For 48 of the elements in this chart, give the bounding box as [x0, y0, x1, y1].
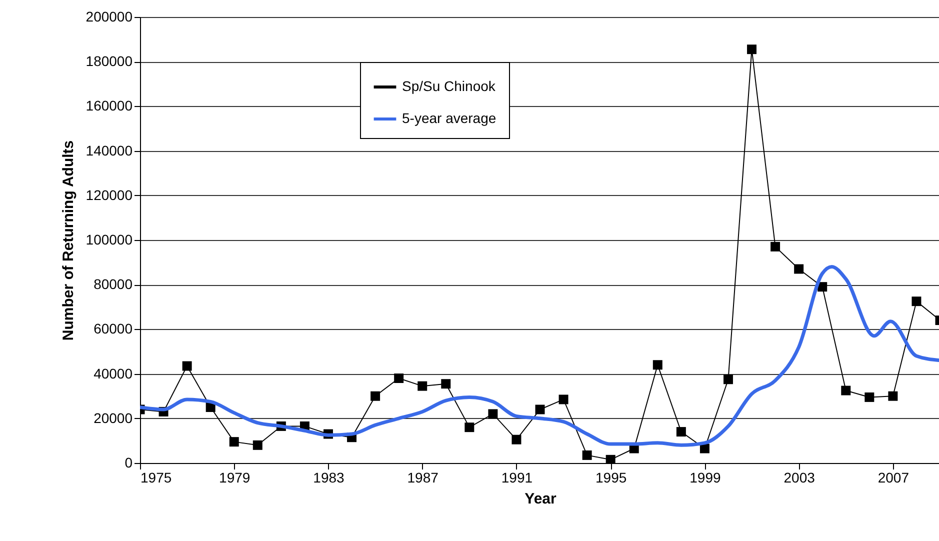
x-tick-label: 1995 [596, 470, 627, 486]
x-tick-label: 1979 [219, 470, 250, 486]
point [182, 361, 192, 371]
point [488, 409, 498, 419]
legend-label: 5-year average [402, 110, 496, 126]
point [370, 391, 380, 401]
point [723, 374, 733, 384]
point [441, 379, 451, 389]
point [652, 360, 662, 370]
y-tick-label: 100000 [86, 232, 133, 248]
x-tick-label: 1999 [690, 470, 721, 486]
point [841, 386, 851, 396]
y-tick-label: 140000 [86, 142, 133, 158]
point [606, 454, 616, 463]
point [252, 440, 262, 450]
x-axis-title: Year [524, 490, 557, 508]
point [770, 242, 780, 252]
x-tick-label: 1983 [313, 470, 345, 486]
legend-label: Sp/Su Chinook [402, 78, 496, 94]
y-tick-label: 0 [124, 454, 133, 470]
x-tick-label: 1987 [407, 470, 439, 486]
point [558, 394, 568, 404]
y-tick-label: 160000 [86, 98, 133, 114]
y-tick-label: 40000 [94, 365, 133, 382]
y-tick-label: 180000 [86, 53, 133, 70]
point [676, 427, 686, 437]
point [888, 391, 898, 401]
point [394, 374, 404, 384]
point [794, 264, 804, 274]
y-tick-label: 120000 [86, 186, 133, 203]
point [512, 434, 522, 444]
y-tick-label: 80000 [94, 276, 133, 292]
x-tick-label: 1975 [140, 470, 172, 486]
x-tick-label: 2007 [878, 470, 910, 486]
x-tick-label: 1991 [501, 470, 533, 486]
y-tick-label: 20000 [94, 410, 133, 426]
y-axis-title: Number of Returning Adults [60, 140, 77, 341]
point [535, 404, 545, 414]
point [864, 392, 874, 402]
point [418, 381, 428, 391]
point [464, 422, 474, 432]
y-tick-label: 60000 [94, 320, 133, 337]
point [747, 44, 757, 54]
point [912, 296, 922, 306]
point [229, 437, 239, 447]
y-tick-label: 200000 [86, 8, 133, 24]
point [582, 450, 592, 460]
x-tick-label: 2003 [784, 470, 816, 486]
